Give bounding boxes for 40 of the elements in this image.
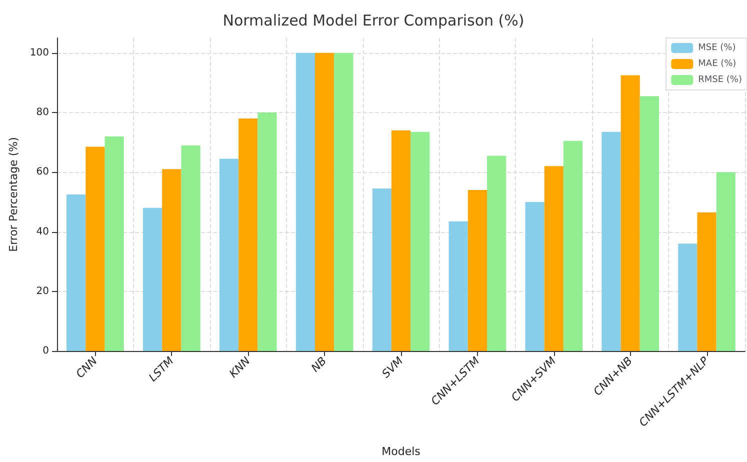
bar xyxy=(602,132,621,351)
bar xyxy=(142,208,162,351)
bar xyxy=(391,130,411,351)
bar xyxy=(314,52,334,351)
bar xyxy=(563,140,583,351)
y-tick-label: 100 xyxy=(30,47,49,58)
bar xyxy=(716,172,736,351)
bar xyxy=(486,156,506,351)
x-tick-label: NB xyxy=(308,354,330,375)
bar xyxy=(334,52,354,351)
bar xyxy=(620,75,640,351)
bar xyxy=(162,169,182,351)
bar xyxy=(525,202,544,351)
bar xyxy=(468,190,487,351)
bar xyxy=(104,136,124,351)
y-tick-label: 40 xyxy=(36,226,49,238)
chart-title: Normalized Model Error Comparison (%) xyxy=(222,12,524,30)
x-axis-title: Models xyxy=(382,445,421,458)
bar xyxy=(86,146,105,351)
y-axis-title: Error Percentage (%) xyxy=(7,137,20,252)
bar xyxy=(372,188,392,351)
y-tick-label: 20 xyxy=(36,286,49,297)
legend-label: MSE (%) xyxy=(698,43,736,53)
bar xyxy=(640,96,659,351)
bar xyxy=(258,112,277,351)
legend-label: RMSE (%) xyxy=(698,75,742,85)
y-tick-label: 60 xyxy=(36,166,49,178)
bar xyxy=(238,118,258,351)
bar xyxy=(181,145,200,351)
bar xyxy=(448,221,468,351)
bar xyxy=(697,212,716,351)
y-tick-label: 0 xyxy=(42,346,49,356)
bar xyxy=(544,166,564,351)
bar xyxy=(678,244,698,351)
bar xyxy=(296,52,315,351)
y-tick-label: 80 xyxy=(36,107,49,118)
bar xyxy=(410,132,430,351)
bar xyxy=(219,158,239,351)
bar xyxy=(66,194,86,351)
legend-label: MAE (%) xyxy=(698,59,736,69)
